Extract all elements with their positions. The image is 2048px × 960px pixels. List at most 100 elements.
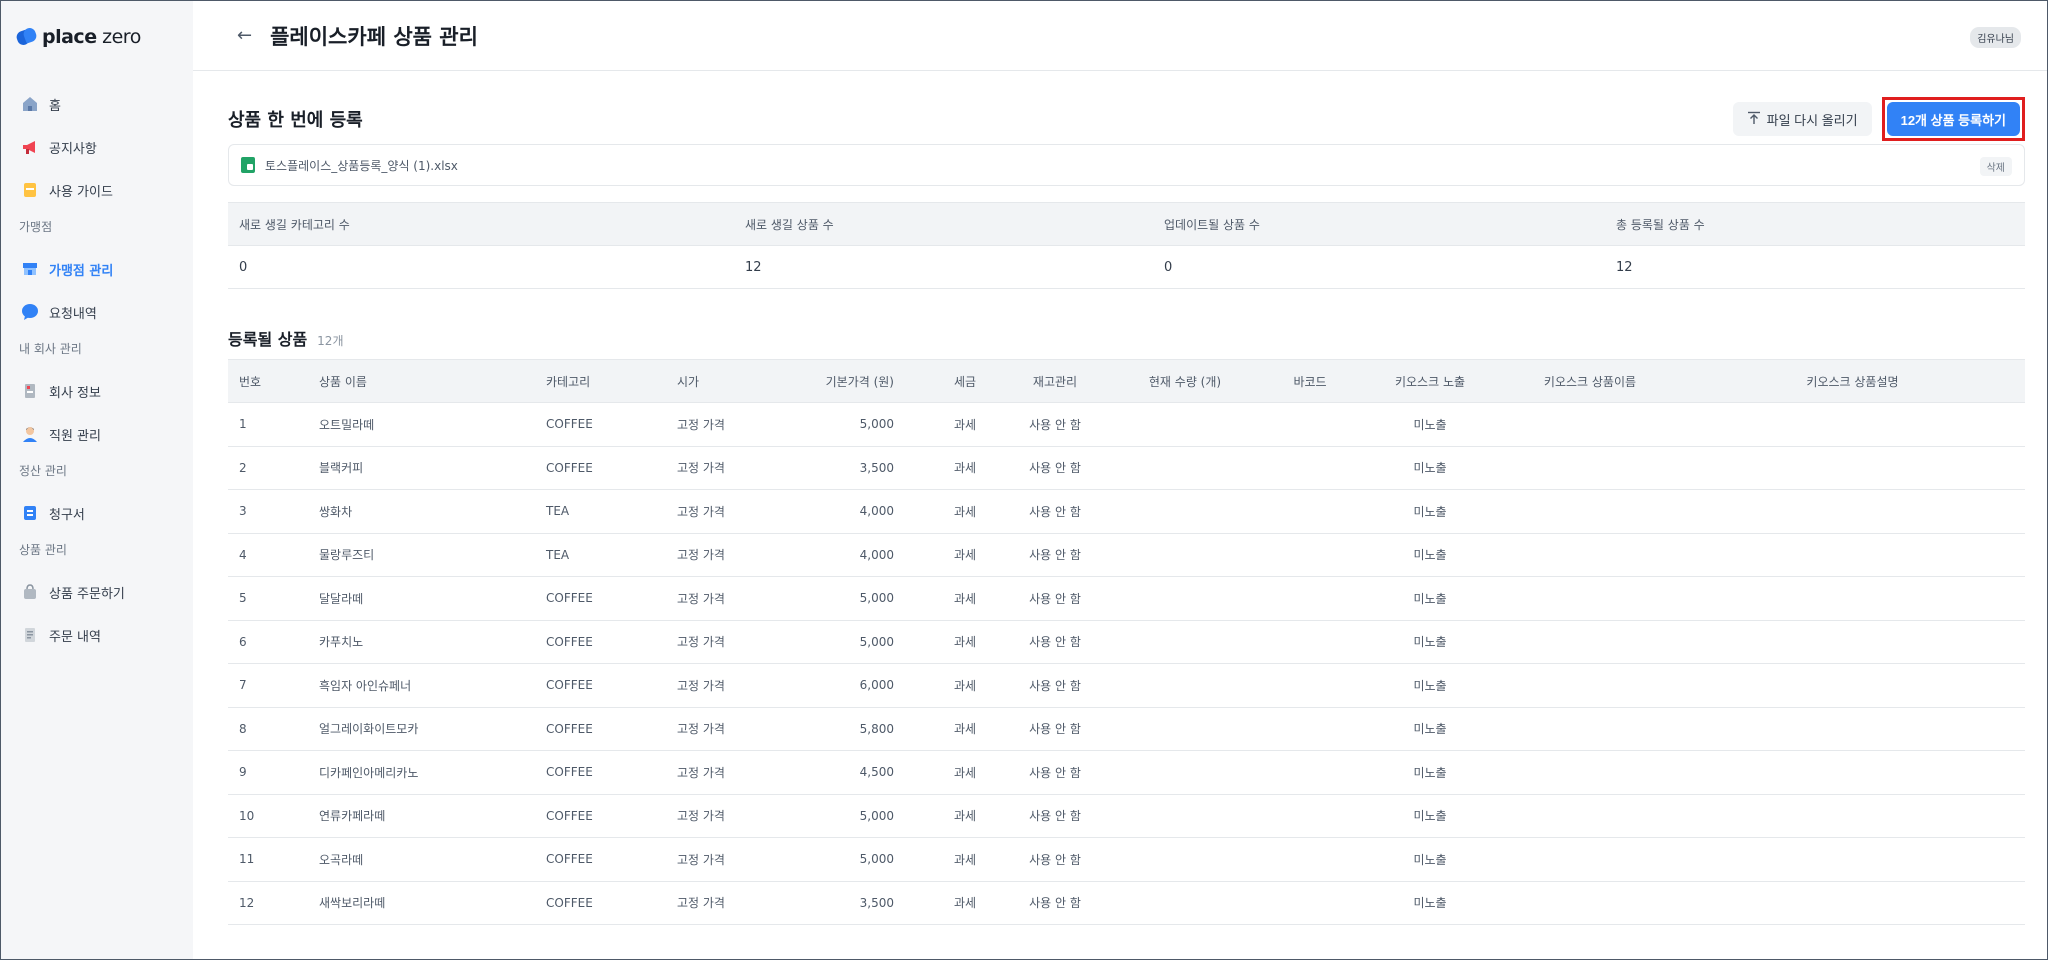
user-badge[interactable]: 김유나님 [1970,27,2021,48]
sidebar-item-order-products[interactable]: 상품 주문하기 [1,577,193,607]
table-cell: 물랑루즈티 [308,533,535,577]
table-cell [1500,489,1680,534]
table-cell: 사용 안 함 [1000,663,1110,708]
section-title: 등록될 상품 [228,330,308,349]
table-cell [1110,663,1260,708]
table-cell [1500,837,1680,882]
register-products-button[interactable]: 12개 상품 등록하기 [1886,102,2020,136]
sidebar-item-home[interactable]: 홈 [1,89,193,119]
table-cell: 사용 안 함 [1000,707,1110,751]
table-row[interactable]: 7 흑임자 아인슈페너 COFFEE 고정 가격 6,000 과세 사용 안 함 미노출 [228,663,2025,708]
table-cell [1680,663,2025,708]
table-row[interactable]: 3 쌍화차 TEA 고정 가격 4,000 과세 사용 안 함 미노출 [228,489,2025,534]
table-cell: 고정 가격 [666,881,772,925]
table-row[interactable]: 5 달달라떼 COFFEE 고정 가격 5,000 과세 사용 안 함 미노출 [228,576,2025,621]
table-cell: 사용 안 함 [1000,576,1110,621]
table-cell: 달달라떼 [308,576,535,621]
table-cell [1680,837,2025,882]
sidebar-item-label: 홈 [49,98,61,114]
table-cell: 미노출 [1360,533,1500,577]
table-cell [1500,794,1680,838]
sidebar-item-requests[interactable]: 요청내역 [1,297,193,327]
table-cell: 미노출 [1360,750,1500,795]
table-row[interactable]: 9 디카페인아메리카노 COFFEE 고정 가격 4,500 과세 사용 안 함 미노출 [228,750,2025,795]
table-row[interactable]: 4 물랑루즈티 TEA 고정 가격 4,000 과세 사용 안 함 미노출 [228,533,2025,577]
reupload-label: 파일 다시 올리기 [1766,112,1858,128]
sidebar-item-company-info[interactable]: 회사 정보 [1,376,193,406]
sidebar-item-staff[interactable]: 직원 관리 [1,419,193,449]
reupload-file-button[interactable]: 파일 다시 올리기 [1732,102,1872,136]
table-cell: 4,000 [772,489,930,534]
table-row[interactable]: 6 카푸치노 COFFEE 고정 가격 5,000 과세 사용 안 함 미노출 [228,620,2025,664]
sidebar-section-title: 가맹점 [19,220,53,234]
table-cell: 미노출 [1360,707,1500,751]
table-cell [1260,794,1360,838]
table-cell: 고정 가격 [666,707,772,751]
table-cell: 3 [228,489,308,534]
table-row[interactable]: 10 연류카페라떼 COFFEE 고정 가격 5,000 과세 사용 안 함 미노출 [228,794,2025,838]
table-cell: COFFEE [535,837,666,882]
summary-header-cell: 새로 생길 상품 수 [734,202,1153,246]
table-cell: 11 [228,837,308,882]
table-cell [1500,446,1680,490]
column-header: 상품 이름 [308,359,535,403]
table-row[interactable]: 11 오곡라떼 COFFEE 고정 가격 5,000 과세 사용 안 함 미노출 [228,837,2025,882]
table-row[interactable]: 2 블랙커피 COFFEE 고정 가격 3,500 과세 사용 안 함 미노출 [228,446,2025,490]
table-cell: COFFEE [535,794,666,838]
column-header: 기본가격 (원) [772,359,930,403]
table-cell [1110,750,1260,795]
person-icon [21,425,39,443]
sidebar-item-label: 주문 내역 [49,629,101,645]
file-name: 토스플레이스_상품등록_양식 (1).xlsx [265,158,458,173]
table-cell: 과세 [930,750,1000,795]
sidebar-item-notice[interactable]: 공지사항 [1,132,193,162]
summary-header-cell: 새로 생길 카테고리 수 [228,202,734,246]
table-cell: 연류카페라떼 [308,794,535,838]
table-cell [1680,881,2025,925]
table-cell: 사용 안 함 [1000,750,1110,795]
table-cell: 4,000 [772,533,930,577]
sidebar: place zero 홈 공지사항 사용 가이드 가맹점 가맹점 관리 [1,1,193,959]
table-row[interactable]: 1 오트밀라떼 COFFEE 고정 가격 5,000 과세 사용 안 함 미노출 [228,402,2025,447]
table-cell: 고정 가격 [666,402,772,447]
table-cell: 사용 안 함 [1000,533,1110,577]
table-cell: 쌍화차 [308,489,535,534]
table-cell: 사용 안 함 [1000,620,1110,664]
table-cell: COFFEE [535,707,666,751]
table-cell: COFFEE [535,402,666,447]
table-cell [1680,533,2025,577]
table-row[interactable]: 8 얼그레이화이트모카 COFFEE 고정 가격 5,800 과세 사용 안 함 미노출 [228,707,2025,751]
table-cell [1500,750,1680,795]
summary-value-cell: 0 [228,245,734,289]
table-cell: 카푸치노 [308,620,535,664]
table-cell [1260,402,1360,447]
table-cell: 12 [228,881,308,925]
sidebar-item-label: 상품 주문하기 [49,586,125,602]
table-cell: 과세 [930,707,1000,751]
table-cell: 미노출 [1360,663,1500,708]
back-arrow-icon[interactable]: ← [237,25,253,46]
table-cell [1680,620,2025,664]
table-cell: 8 [228,707,308,751]
delete-file-button[interactable]: 삭제 [1979,157,2012,176]
table-cell: 5,800 [772,707,930,751]
logo[interactable]: place zero [1,23,193,51]
logo-text: place zero [42,26,141,48]
table-cell: 1 [228,402,308,447]
sidebar-item-guide[interactable]: 사용 가이드 [1,175,193,205]
uploaded-file: 토스플레이스_상품등록_양식 (1).xlsx 삭제 [228,144,2025,186]
summary-header-cell: 총 등록될 상품 수 [1605,202,2025,246]
sidebar-item-invoice[interactable]: 청구서 [1,498,193,528]
sidebar-item-order-history[interactable]: 주문 내역 [1,620,193,650]
sidebar-item-store-management[interactable]: 가맹점 관리 [1,254,193,284]
table-row[interactable]: 12 새싹보리라떼 COFFEE 고정 가격 3,500 과세 사용 안 함 미노출 [228,881,2025,925]
home-icon [21,95,39,113]
table-cell: 고정 가격 [666,837,772,882]
column-header: 재고관리 [1000,359,1110,403]
table-cell [1680,707,2025,751]
table-cell [1110,881,1260,925]
table-cell [1110,402,1260,447]
table-cell: 5,000 [772,794,930,838]
table-cell: 사용 안 함 [1000,489,1110,534]
